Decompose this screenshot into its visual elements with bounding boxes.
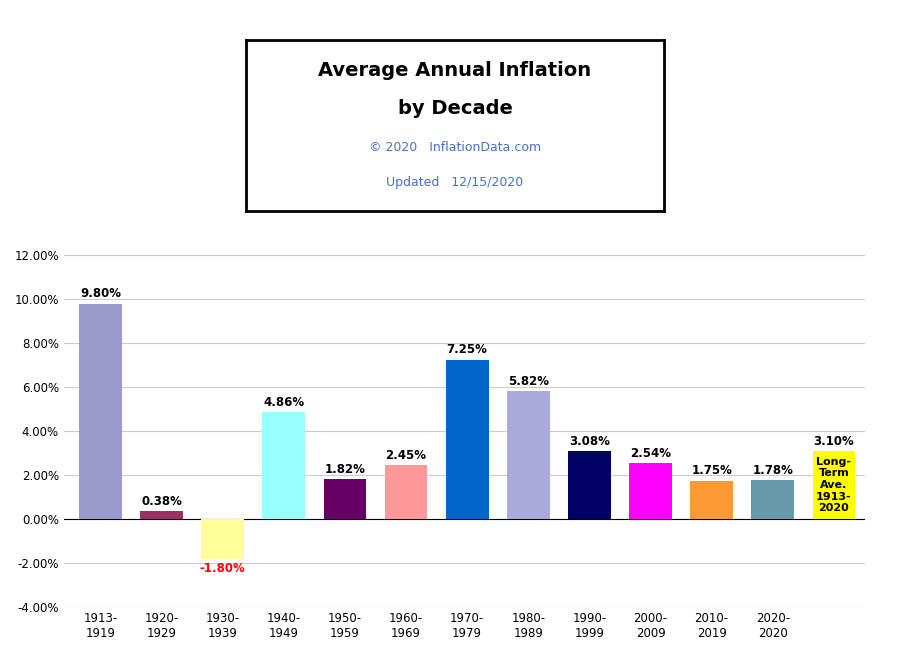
Text: © 2020   InflationData.com: © 2020 InflationData.com [369, 141, 541, 154]
Text: -1.80%: -1.80% [200, 562, 246, 575]
Text: 9.80%: 9.80% [80, 287, 121, 300]
Text: Long-
Term
Ave.
1913-
2020: Long- Term Ave. 1913- 2020 [816, 457, 852, 513]
Bar [752, 480, 794, 519]
Text: 7.25%: 7.25% [447, 343, 488, 356]
Text: by Decade: by Decade [398, 99, 512, 117]
Text: 1.82%: 1.82% [325, 463, 365, 476]
Bar [323, 479, 367, 519]
Text: 2.45%: 2.45% [386, 449, 427, 462]
Text: Average Annual Inflation: Average Annual Inflation [318, 61, 592, 80]
Bar [507, 391, 550, 519]
Bar [691, 480, 733, 519]
Text: 1.78%: 1.78% [753, 464, 794, 477]
Bar [201, 519, 244, 559]
Text: 0.38%: 0.38% [141, 494, 182, 508]
Text: 1.75%: 1.75% [692, 465, 733, 477]
Text: 3.08%: 3.08% [569, 435, 610, 448]
Bar [385, 465, 428, 519]
Bar [629, 463, 672, 519]
Bar [79, 304, 122, 519]
Text: Updated   12/15/2020: Updated 12/15/2020 [387, 176, 523, 189]
Text: 3.10%: 3.10% [814, 435, 854, 447]
Text: 2.54%: 2.54% [630, 447, 671, 460]
Bar [446, 360, 489, 519]
Text: 5.82%: 5.82% [508, 375, 549, 388]
Bar [140, 511, 183, 519]
Bar [813, 451, 855, 519]
Bar [568, 451, 611, 519]
Text: 4.86%: 4.86% [263, 396, 304, 409]
Bar [262, 412, 305, 519]
